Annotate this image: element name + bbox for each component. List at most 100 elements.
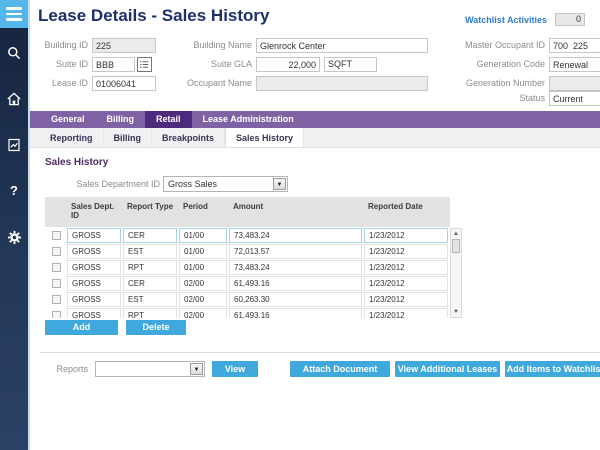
scrollbar-up-arrow-icon[interactable]: ▲ xyxy=(453,231,459,237)
cell-amount: 73,483.24 xyxy=(229,228,362,243)
generation-number-input xyxy=(549,76,600,91)
status-input[interactable] xyxy=(549,91,600,106)
cell-amount: 73,483.24 xyxy=(229,260,362,275)
table-row[interactable]: GROSS CER 01/00 73,483.24 1/23/2012 xyxy=(45,228,450,243)
watchlist-activities-link[interactable]: Watchlist Activities xyxy=(465,14,547,25)
cell-report-type: CER xyxy=(123,228,177,243)
hamburger-menu-icon[interactable] xyxy=(0,0,28,28)
cell-report-type: EST xyxy=(123,244,177,259)
suite-id-lookup-button[interactable] xyxy=(137,57,152,72)
row-checkbox[interactable] xyxy=(51,311,61,318)
report-chart-icon[interactable] xyxy=(6,137,22,153)
cell-amount: 61,493.16 xyxy=(229,308,362,318)
view-additional-leases-button[interactable]: View Additional Leases xyxy=(395,361,500,377)
cell-period: 01/00 xyxy=(179,228,227,243)
subtab-reporting[interactable]: Reporting xyxy=(40,128,104,147)
add-items-to-watchlist-button[interactable]: Add Items to Watchlist xyxy=(505,361,600,377)
tab-general[interactable]: General xyxy=(51,114,85,124)
scrollbar-down-arrow-icon[interactable]: ▼ xyxy=(453,309,459,315)
scrollbar-thumb[interactable] xyxy=(452,239,460,253)
page-title: Lease Details - Sales History xyxy=(38,6,270,25)
watchlist-count-badge: 0 xyxy=(555,13,585,26)
main-panel: Lease Details - Sales History Watchlist … xyxy=(28,0,600,450)
column-header-amount: Amount xyxy=(233,202,264,211)
delete-button[interactable]: Delete xyxy=(126,320,186,335)
table-scrollbar[interactable]: ▲ ▼ xyxy=(450,228,462,318)
tab-lease-administration[interactable]: Lease Administration xyxy=(202,114,294,124)
row-checkbox[interactable] xyxy=(51,231,61,240)
column-header-report-type: Report Type xyxy=(127,202,174,211)
sales-table-body: GROSS CER 01/00 73,483.24 1/23/2012 GROS… xyxy=(45,228,450,318)
column-header-period: Period xyxy=(183,202,208,211)
row-checkbox[interactable] xyxy=(51,295,61,304)
generation-number-label: Generation Number xyxy=(465,78,545,88)
home-icon[interactable] xyxy=(6,91,22,107)
sales-department-value: Gross Sales xyxy=(168,179,218,189)
table-row[interactable]: GROSS CER 02/00 61,493.16 1/23/2012 xyxy=(45,276,450,291)
lease-id-input[interactable] xyxy=(92,76,156,91)
settings-gear-icon[interactable] xyxy=(6,229,22,245)
occupant-name-label: Occupant Name xyxy=(186,78,252,88)
table-row[interactable]: GROSS RPT 02/00 61,493.16 1/23/2012 xyxy=(45,308,450,318)
cell-report-type: EST xyxy=(123,292,177,307)
cell-report-type: RPT xyxy=(123,308,177,318)
cell-period: 02/00 xyxy=(179,308,227,318)
reports-select[interactable]: ▼ xyxy=(95,361,205,377)
footer-divider xyxy=(40,352,600,353)
building-name-input[interactable] xyxy=(256,38,428,53)
suite-gla-input[interactable] xyxy=(256,57,320,72)
cell-reported-date: 1/23/2012 xyxy=(364,276,448,291)
primary-tab-bar: General Billing Retail Lease Administrat… xyxy=(30,111,600,128)
add-button[interactable]: Add xyxy=(45,320,118,335)
table-header-row: Sales Dept. ID Report Type Period Amount… xyxy=(45,197,450,227)
cell-period: 01/00 xyxy=(179,244,227,259)
row-checkbox[interactable] xyxy=(51,263,61,272)
cell-reported-date: 1/23/2012 xyxy=(364,260,448,275)
search-icon[interactable] xyxy=(6,45,22,61)
tab-retail[interactable]: Retail xyxy=(145,111,192,128)
cell-report-type: RPT xyxy=(123,260,177,275)
cell-period: 01/00 xyxy=(179,260,227,275)
subtab-sales-history[interactable]: Sales History xyxy=(225,128,305,147)
sales-department-select[interactable]: Gross Sales ▼ xyxy=(163,176,288,192)
cell-sales-dept-id: GROSS xyxy=(67,276,121,291)
tab-billing[interactable]: Billing xyxy=(106,114,135,124)
row-checkbox[interactable] xyxy=(51,247,61,256)
section-heading: Sales History xyxy=(45,157,109,168)
building-name-label: Building Name xyxy=(193,40,252,50)
subtab-billing[interactable]: Billing xyxy=(104,128,152,147)
cell-reported-date: 1/23/2012 xyxy=(364,292,448,307)
cell-amount: 60,263.30 xyxy=(229,292,362,307)
cell-reported-date: 1/23/2012 xyxy=(364,308,448,318)
cell-amount: 61,493.16 xyxy=(229,276,362,291)
generation-code-label: Generation Code xyxy=(476,59,545,69)
suite-gla-label: Suite GLA xyxy=(210,59,252,69)
suite-id-input[interactable] xyxy=(92,57,135,72)
master-occupant-id-label: Master Occupant ID xyxy=(464,40,545,50)
chevron-down-icon: ▼ xyxy=(273,178,286,190)
column-header-checkbox xyxy=(45,197,67,227)
help-icon[interactable]: ? xyxy=(10,183,18,198)
list-lookup-icon xyxy=(140,61,149,68)
cell-sales-dept-id: GROSS xyxy=(67,260,121,275)
building-id-input xyxy=(92,38,156,53)
master-occupant-id-input[interactable] xyxy=(549,38,600,53)
sales-department-label: Sales Department ID xyxy=(76,179,160,189)
reports-label: Reports xyxy=(56,364,88,374)
suite-id-label: Suite ID xyxy=(55,59,88,69)
attach-document-button[interactable]: Attach Document xyxy=(290,361,390,377)
table-row[interactable]: GROSS EST 01/00 72,013.57 1/23/2012 xyxy=(45,244,450,259)
chevron-down-icon: ▼ xyxy=(190,363,203,375)
building-id-label: Building ID xyxy=(44,40,88,50)
column-header-sales-dept-id: Sales Dept. ID xyxy=(71,202,115,220)
table-row[interactable]: GROSS RPT 01/00 73,483.24 1/23/2012 xyxy=(45,260,450,275)
generation-code-input[interactable] xyxy=(549,57,600,72)
table-row[interactable]: GROSS EST 02/00 60,263.30 1/23/2012 xyxy=(45,292,450,307)
cell-sales-dept-id: GROSS xyxy=(67,308,121,318)
cell-period: 02/00 xyxy=(179,276,227,291)
subtab-breakpoints[interactable]: Breakpoints xyxy=(152,128,226,147)
watchlist-activities: Watchlist Activities 0 xyxy=(465,13,585,26)
view-button[interactable]: View xyxy=(212,361,258,377)
row-checkbox[interactable] xyxy=(51,279,61,288)
cell-reported-date: 1/23/2012 xyxy=(364,244,448,259)
